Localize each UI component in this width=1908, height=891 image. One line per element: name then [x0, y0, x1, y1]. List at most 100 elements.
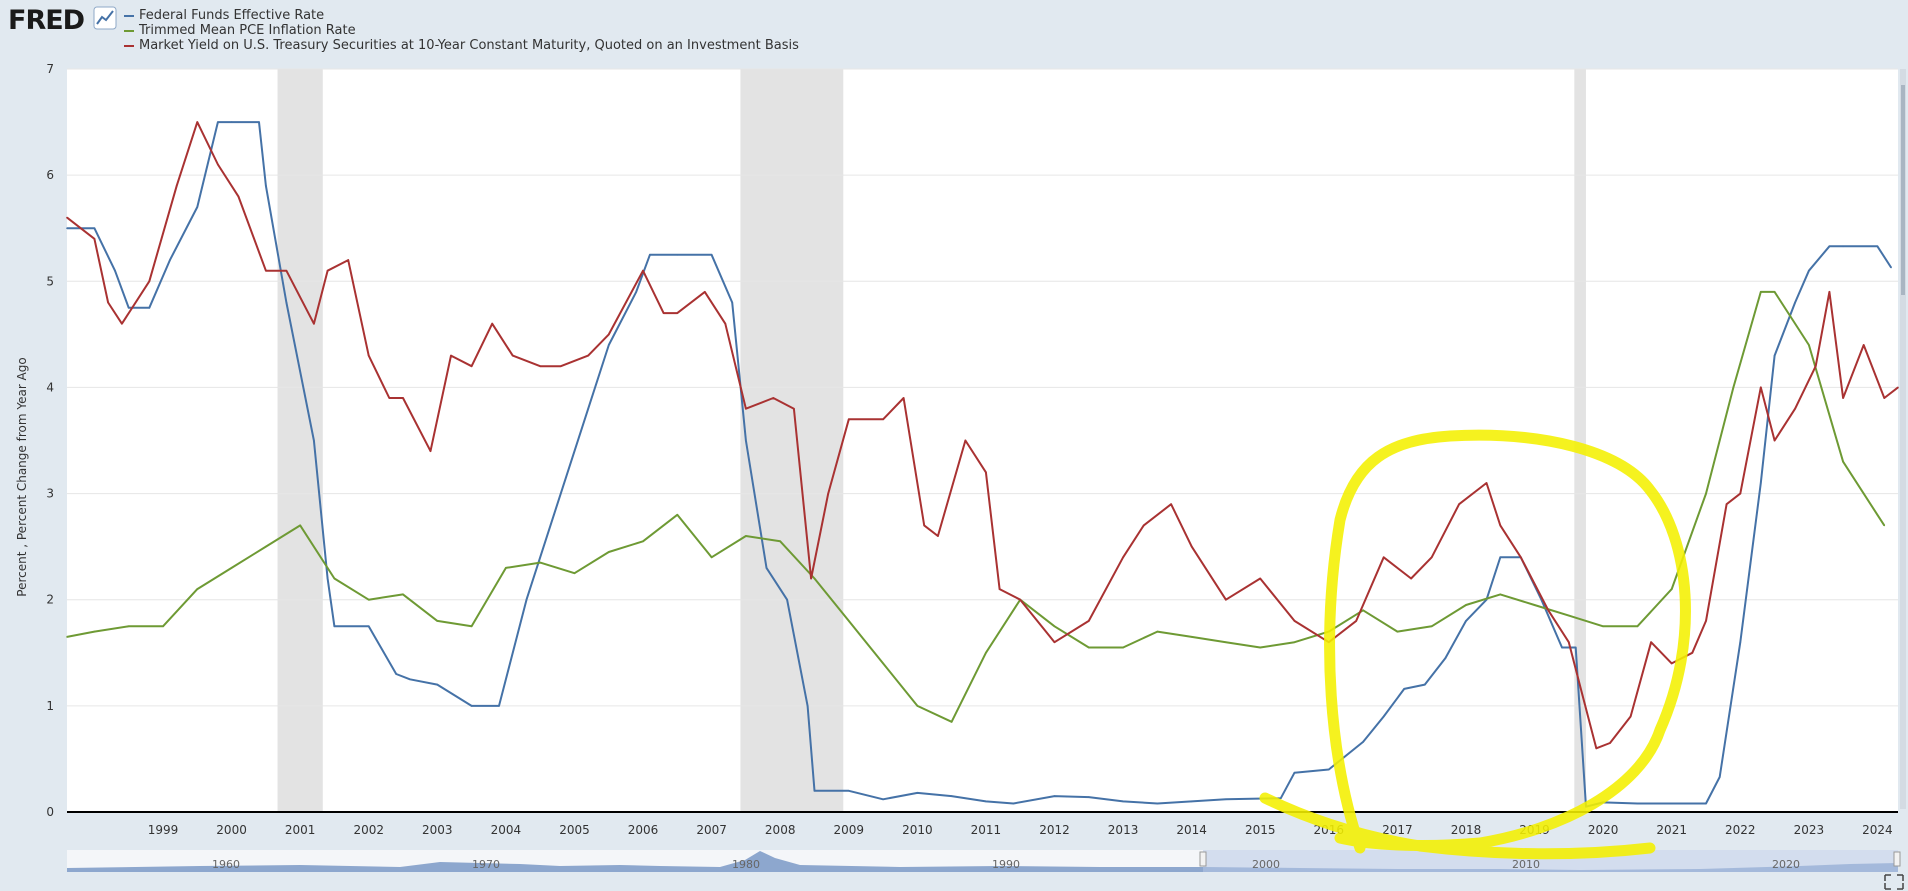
recession-bands: [277, 69, 1586, 812]
point-treasury-49: [1170, 503, 1172, 506]
point-pce-4: [196, 588, 199, 590]
point-fedfunds-2: [114, 269, 116, 272]
navigator-label-1980: 1980: [732, 858, 760, 871]
fred-logo-chart-icon: [93, 6, 117, 30]
navigator-label-1960: 1960: [212, 858, 240, 871]
point-treasury-1: [93, 238, 96, 240]
point-fedfunds-3: [127, 307, 130, 309]
point-treasury-16: [402, 397, 404, 399]
point-fedfunds-46: [1225, 798, 1227, 801]
x-tick-label-2005: 2005: [559, 823, 590, 837]
point-pce-17: [642, 540, 644, 543]
point-treasury-79: [1828, 291, 1831, 293]
point-treasury-55: [1355, 620, 1357, 622]
point-fedfunds-37: [916, 792, 919, 794]
point-fedfunds-9: [258, 121, 260, 123]
point-treasury-4: [148, 280, 151, 283]
navigator-selected-range[interactable]: [1203, 850, 1898, 872]
fred-logo-text: FRED: [8, 5, 84, 34]
point-treasury-77: [1794, 407, 1796, 410]
point-pce-49: [1732, 386, 1735, 389]
point-pce-46: [1636, 625, 1639, 628]
plot-background: [67, 69, 1898, 812]
point-fedfunds-13: [326, 577, 329, 580]
point-treasury-33: [793, 407, 795, 410]
x-tick-label-2017: 2017: [1382, 823, 1413, 837]
point-treasury-63: [1547, 609, 1550, 612]
point-pce-5: [230, 567, 233, 569]
series-treasury[interactable]: [66, 121, 1899, 750]
x-tick-label-2015: 2015: [1245, 823, 1276, 837]
point-pce-42: [1499, 593, 1502, 596]
point-fedfunds-41: [1053, 795, 1056, 797]
point-fedfunds-53: [1424, 683, 1426, 686]
point-treasury-46: [1088, 620, 1090, 622]
point-pce-6: [265, 545, 267, 548]
point-treasury-43: [998, 588, 1001, 590]
point-treasury-66: [1595, 747, 1598, 750]
point-fedfunds-42: [1088, 796, 1090, 798]
point-treasury-81: [1862, 344, 1865, 346]
point-treasury-10: [285, 269, 288, 272]
point-fedfunds-36: [882, 798, 884, 801]
point-fedfunds-29: [731, 301, 733, 304]
point-treasury-9: [265, 269, 267, 272]
point-pce-8: [333, 577, 336, 580]
point-treasury-3: [121, 322, 123, 325]
point-pce-36: [1293, 641, 1296, 643]
point-treasury-8: [237, 195, 240, 198]
series-line-treasury[interactable]: [66, 121, 1899, 750]
scrollbar[interactable]: [1900, 69, 1906, 809]
navigator-label-2020: 2020: [1772, 858, 1800, 871]
point-fedfunds-51: [1382, 715, 1385, 718]
range-navigator[interactable]: 1960 1970 1980 1990 2000 2010 2020: [67, 850, 1901, 872]
x-tick-label-2011: 2011: [971, 823, 1002, 837]
y-tick-label-0: 0: [46, 805, 54, 819]
point-fedfunds-66: [1705, 802, 1707, 805]
point-treasury-57: [1410, 577, 1412, 580]
point-treasury-78: [1814, 365, 1817, 368]
point-treasury-69: [1650, 641, 1652, 643]
point-fedfunds-55: [1465, 620, 1467, 622]
x-tick-label-2009: 2009: [834, 823, 865, 837]
x-tick-label-2010: 2010: [902, 823, 933, 837]
point-fedfunds-50: [1362, 741, 1364, 743]
y-tick-label-4: 4: [46, 380, 54, 394]
series-line-pce[interactable]: [66, 290, 1886, 723]
point-fedfunds-5: [169, 259, 171, 261]
point-fedfunds-7: [217, 121, 219, 123]
scrollbar-thumb[interactable]: [1901, 85, 1905, 295]
fullscreen-icon[interactable]: [1884, 874, 1904, 890]
point-fedfunds-38: [950, 795, 953, 797]
navigator-right-handle[interactable]: [1893, 851, 1901, 867]
point-treasury-27: [662, 312, 665, 314]
navigator-left-handle[interactable]: [1199, 851, 1207, 867]
x-tick-label-2008: 2008: [765, 823, 796, 837]
x-tick-label-2003: 2003: [422, 823, 453, 837]
y-tick-label-1: 1: [46, 699, 54, 713]
x-tick-label-2004: 2004: [491, 823, 522, 837]
legend-item-fedfunds[interactable]: Federal Funds Effective Rate: [124, 8, 799, 23]
legend-item-treasury[interactable]: Market Yield on U.S. Treasury Securities…: [124, 38, 799, 53]
point-pce-54: [1876, 514, 1879, 516]
point-fedfunds-45: [1190, 800, 1193, 803]
point-fedfunds-60: [1561, 646, 1563, 649]
point-pce-20: [745, 535, 747, 537]
point-treasury-52: [1259, 577, 1261, 580]
point-fedfunds-73: [1828, 245, 1831, 248]
point-treasury-53: [1293, 620, 1296, 622]
legend-label-pce: Trimmed Mean PCE Inflation Rate: [139, 23, 356, 38]
point-fedfunds-20: [498, 705, 500, 707]
point-fedfunds-22: [553, 514, 555, 516]
fred-logo[interactable]: FRED: [8, 4, 118, 34]
x-axis-ticks: 1999 2000 2001 2002 2003 2004 2005 2006 2007 2008…: [148, 823, 1893, 837]
point-treasury-23: [560, 365, 562, 368]
point-fedfunds-39: [985, 800, 987, 803]
point-treasury-28: [676, 312, 679, 314]
legend-item-pce[interactable]: Trimmed Mean PCE Inflation Rate: [124, 23, 799, 38]
y-axis-ticks: 0 1 2 3 4 5 6 7: [46, 62, 54, 819]
navigator-area: [67, 851, 1898, 872]
point-treasury-20: [491, 322, 494, 325]
point-fedfunds-24: [608, 344, 610, 346]
